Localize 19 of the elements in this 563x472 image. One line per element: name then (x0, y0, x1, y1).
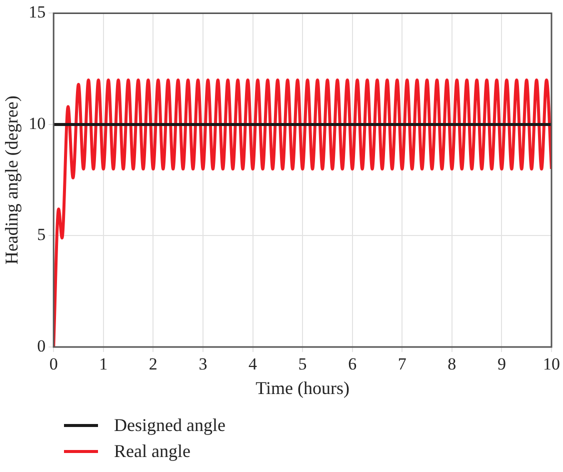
y-axis-title: Heading angle (degree) (2, 96, 22, 265)
x-tick-label: 6 (348, 354, 357, 374)
legend-label: Designed angle (114, 414, 226, 436)
y-tick-label: 15 (28, 2, 46, 22)
legend-label: Real angle (114, 440, 190, 462)
x-tick-label: 8 (448, 354, 456, 374)
x-tick-label: 9 (497, 354, 506, 374)
x-tick-label: 1 (99, 354, 108, 374)
x-tick-label: 7 (398, 354, 407, 374)
x-tick-label: 5 (298, 354, 307, 374)
x-tick-label: 10 (543, 354, 560, 374)
x-tick-label: 2 (148, 354, 158, 374)
y-tick-label: 0 (37, 336, 46, 356)
x-axis-title: Time (hours) (256, 378, 350, 398)
x-tick-label: 4 (248, 354, 258, 374)
y-tick-label: 10 (28, 114, 46, 133)
x-tick-label: 0 (49, 354, 58, 374)
x-tick-label: 3 (198, 354, 208, 374)
y-tick-label: 5 (37, 225, 46, 244)
